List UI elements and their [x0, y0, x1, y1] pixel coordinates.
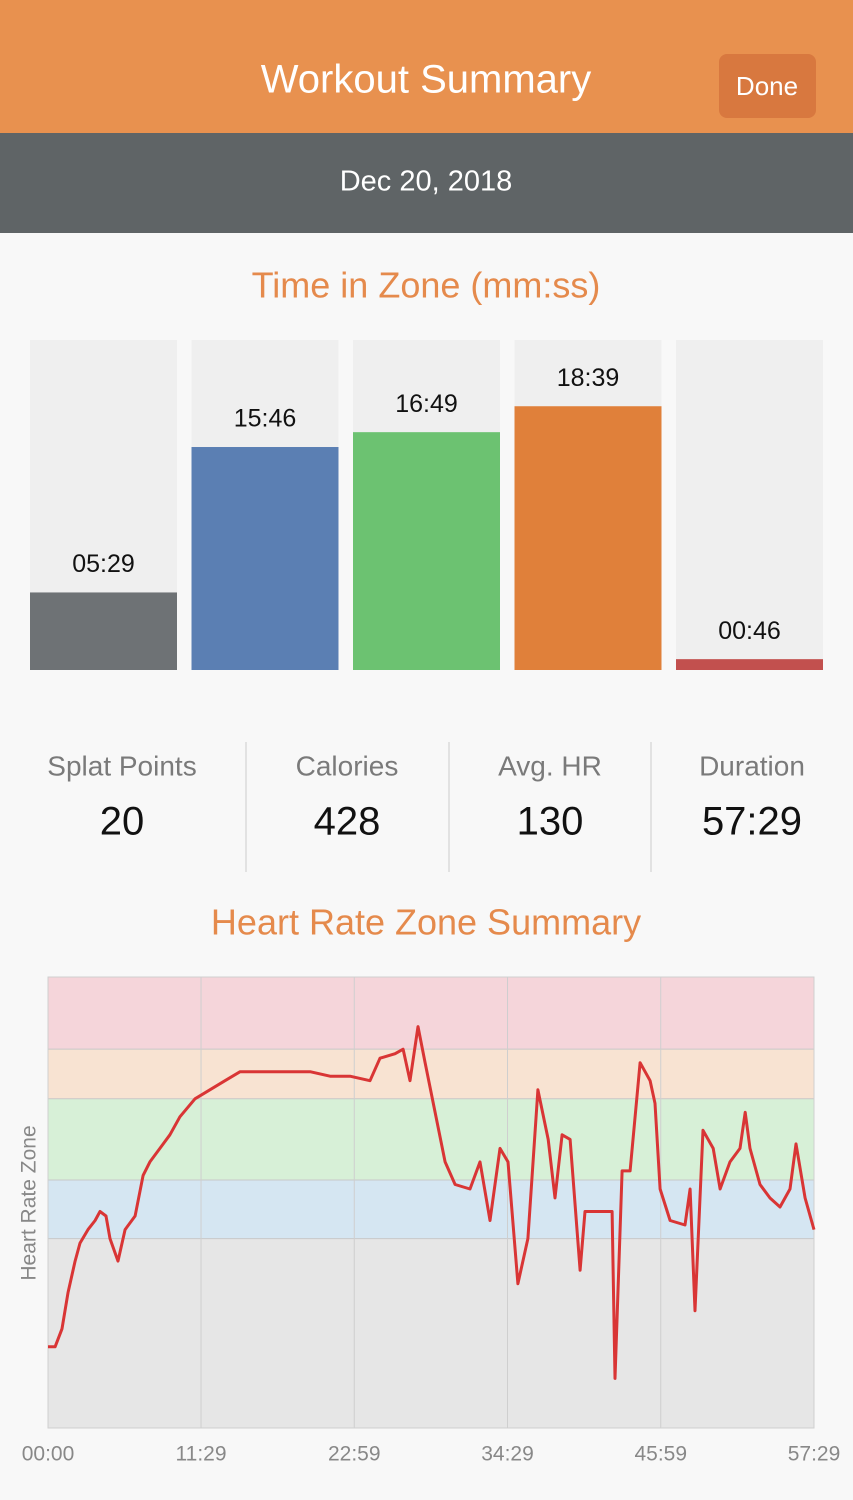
plot-frame [47, 976, 815, 1429]
bar [514, 406, 662, 670]
zone-chart-title: Time in Zone (mm:ss) [252, 265, 601, 306]
bar-label: 15:46 [234, 405, 297, 433]
bar [353, 432, 500, 670]
stat-label: Calories [296, 750, 399, 781]
stat-value: 428 [314, 800, 381, 844]
bar-label: 00:46 [718, 617, 781, 645]
bar-label: 16:49 [395, 390, 458, 418]
date-bar [0, 133, 853, 233]
x-tick-label: 00:00 [22, 1443, 75, 1466]
stat-label: Splat Points [47, 750, 196, 781]
nav-bar [0, 0, 853, 133]
bar [30, 592, 177, 670]
hr-line [48, 1025, 816, 1380]
bar [191, 447, 339, 670]
x-tick-label: 57:29 [788, 1443, 841, 1466]
bar [676, 659, 823, 670]
zone-band [48, 1098, 814, 1180]
stat-value: 57:29 [702, 800, 802, 844]
stat-value: 20 [100, 800, 145, 844]
x-tick-label: 45:59 [634, 1443, 687, 1466]
hr-chart-title: Heart Rate Zone Summary [211, 902, 641, 943]
done-label[interactable]: Done [736, 71, 798, 101]
zone-band [48, 1238, 814, 1428]
done-button[interactable] [719, 54, 816, 118]
date: Dec 20, 2018 [340, 166, 513, 198]
y-axis-label: Heart Rate Zone [18, 1125, 41, 1280]
x-tick-label: 22:59 [328, 1443, 381, 1466]
x-tick-label: 34:29 [481, 1443, 534, 1466]
bar-label: 05:29 [72, 550, 135, 578]
stat-label: Avg. HR [498, 750, 602, 781]
bar-track [676, 340, 823, 670]
x-tick-label: 11:29 [176, 1443, 227, 1466]
bar-label: 18:39 [557, 364, 620, 392]
stat-value: 130 [517, 800, 584, 844]
zone-band [48, 977, 814, 1050]
stat-label: Duration [699, 750, 805, 781]
nav-title: Workout Summary [261, 58, 591, 102]
